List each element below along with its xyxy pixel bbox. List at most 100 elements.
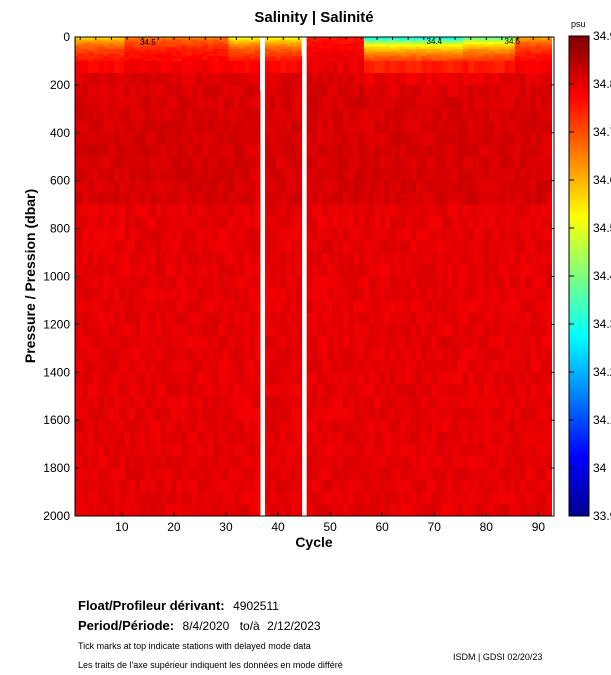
heatmap-cell (166, 444, 172, 457)
heatmap-cell (129, 372, 136, 385)
heatmap-cell (363, 144, 370, 158)
heatmap-cell (530, 504, 537, 516)
heatmap-cell (416, 444, 422, 457)
heatmap-cell (181, 372, 188, 385)
heatmap-cell (416, 396, 422, 409)
heatmap-cell (358, 39, 365, 43)
heatmap-cell (166, 39, 172, 43)
heatmap-cell (379, 120, 386, 134)
heatmap-cell (306, 53, 313, 57)
heatmap-cell (389, 180, 396, 194)
heatmap-cell (254, 44, 261, 48)
heatmap-cell (285, 456, 292, 469)
heatmap-cell (114, 360, 120, 373)
heatmap-cell (317, 39, 323, 43)
heatmap-cell (421, 56, 428, 60)
heatmap-cell (416, 37, 422, 40)
heatmap-cell (124, 84, 131, 98)
heatmap-cell (114, 132, 120, 146)
heatmap-cell (468, 396, 474, 409)
heatmap-cell (540, 444, 547, 457)
heatmap-cell (93, 492, 100, 505)
heatmap-cell (129, 468, 136, 481)
heatmap-cell (145, 120, 152, 134)
heatmap-cell (363, 37, 370, 40)
heatmap-cell (212, 228, 219, 242)
heatmap-cell (384, 312, 391, 325)
heatmap-cell (176, 288, 183, 302)
heatmap-cell (239, 58, 245, 62)
heatmap-cell (483, 48, 490, 52)
heatmap-cell (488, 144, 495, 158)
heatmap-cell (494, 53, 500, 57)
heatmap-cell (421, 372, 428, 385)
heatmap-cell (233, 48, 240, 52)
heatmap-cell (447, 56, 454, 60)
heatmap-cell (327, 444, 334, 457)
heatmap-cell (322, 56, 329, 60)
heatmap-cell (155, 120, 162, 134)
heatmap-cell (322, 408, 329, 421)
heatmap-cell (145, 108, 152, 122)
heatmap-cell (171, 504, 178, 516)
heatmap-cell (192, 156, 198, 170)
heatmap-cell (520, 348, 526, 361)
heatmap-cell (520, 132, 526, 146)
heatmap-cell (223, 276, 230, 290)
heatmap-cell (374, 156, 381, 170)
heatmap-cell (228, 58, 235, 62)
heatmap-cell (244, 84, 251, 98)
heatmap-cell (546, 360, 552, 373)
heatmap-cell (395, 120, 402, 134)
heatmap-cell (270, 480, 277, 493)
heatmap-cell (270, 468, 277, 481)
heatmap-cell (119, 324, 126, 337)
heatmap-cell (421, 312, 428, 325)
heatmap-cell (488, 51, 495, 55)
credit-date: ISDM | GDSI 02/20/23 (453, 652, 543, 662)
heatmap-cell (291, 372, 297, 385)
heatmap-cell (530, 372, 537, 385)
heatmap-cell (462, 264, 469, 278)
heatmap-cell (218, 56, 224, 60)
heatmap-cell (410, 276, 417, 290)
heatmap-cell (280, 53, 287, 57)
heatmap-cell (275, 288, 282, 302)
heatmap-cell (332, 132, 339, 146)
heatmap-cell (280, 156, 287, 170)
heatmap-cell (509, 240, 516, 254)
heatmap-cell (192, 84, 198, 98)
heatmap-cell (134, 456, 141, 469)
heatmap-cell (400, 276, 407, 290)
heatmap-cell (108, 408, 115, 421)
heatmap-cell (530, 456, 537, 469)
heatmap-cell (462, 192, 469, 206)
heatmap-cell (540, 492, 547, 505)
heatmap-cell (468, 504, 474, 516)
heatmap-cell (332, 336, 339, 349)
heatmap-cell (207, 264, 214, 278)
heatmap-cell (504, 420, 511, 433)
heatmap-cell (186, 240, 193, 254)
heatmap-cell (150, 96, 157, 110)
heatmap-cell (525, 348, 532, 361)
heatmap-cell (265, 492, 271, 505)
heatmap-cell (405, 41, 412, 45)
heatmap-cell (410, 372, 417, 385)
heatmap-cell (514, 58, 521, 62)
heatmap-cell (228, 480, 235, 493)
heatmap-cell (296, 360, 303, 373)
heatmap-cell (322, 44, 329, 48)
heatmap-cell (311, 204, 318, 218)
heatmap-cell (473, 46, 480, 50)
heatmap-cell (499, 408, 506, 421)
heatmap-cell (186, 53, 193, 57)
heatmap-cell (223, 504, 230, 516)
heatmap-cell (239, 468, 245, 481)
heatmap-cell (108, 96, 115, 110)
heatmap-cell (275, 39, 282, 43)
heatmap-cell (186, 48, 193, 52)
heatmap-cell (145, 504, 152, 516)
heatmap-cell (421, 240, 428, 254)
heatmap-cell (509, 408, 516, 421)
